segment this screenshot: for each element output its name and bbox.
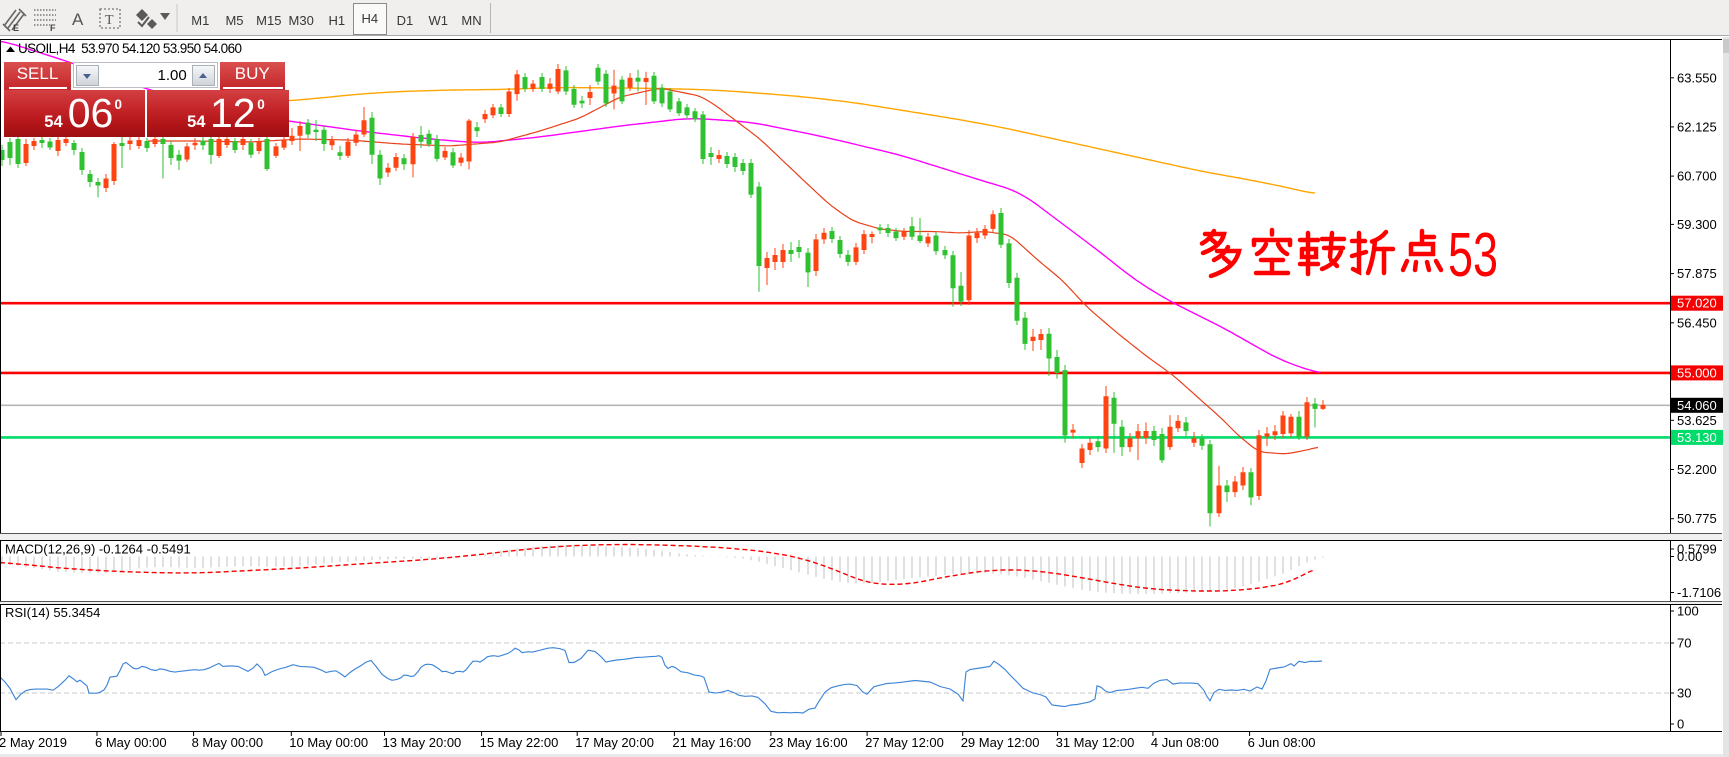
- svg-text:USOIL,H4 53.970 54.120 53.950: USOIL,H4 53.970 54.120 53.950 54.060: [18, 41, 242, 56]
- svg-text:63.550: 63.550: [1677, 70, 1717, 85]
- svg-text:53.625: 53.625: [1677, 413, 1717, 428]
- svg-text:53: 53: [1448, 221, 1498, 290]
- svg-text:6 Jun 08:00: 6 Jun 08:00: [1248, 735, 1316, 750]
- svg-text:55.000: 55.000: [1677, 365, 1717, 380]
- svg-text:-1.7106: -1.7106: [1677, 585, 1721, 600]
- svg-text:100: 100: [1677, 604, 1699, 619]
- svg-text:50.775: 50.775: [1677, 511, 1717, 526]
- svg-text:17 May 20:00: 17 May 20:00: [575, 735, 654, 750]
- svg-text:30: 30: [1677, 686, 1691, 701]
- svg-text:MACD(12,26,9) -0.1264 -0.5491: MACD(12,26,9) -0.1264 -0.5491: [5, 542, 191, 557]
- svg-text:13 May 20:00: 13 May 20:00: [383, 735, 462, 750]
- svg-text:57.020: 57.020: [1677, 296, 1717, 311]
- svg-text:27 May 12:00: 27 May 12:00: [865, 735, 944, 750]
- svg-text:T: T: [105, 13, 114, 28]
- svg-text:10 May 00:00: 10 May 00:00: [289, 735, 368, 750]
- svg-text:0.5799: 0.5799: [1677, 542, 1717, 557]
- svg-text:31 May 12:00: 31 May 12:00: [1056, 735, 1135, 750]
- svg-text:23 May 16:00: 23 May 16:00: [769, 735, 848, 750]
- svg-text:E: E: [13, 23, 19, 33]
- svg-text:21 May 16:00: 21 May 16:00: [672, 735, 751, 750]
- svg-text:57.875: 57.875: [1677, 266, 1717, 281]
- svg-text:15 May 22:00: 15 May 22:00: [480, 735, 559, 750]
- svg-text:54.060: 54.060: [1677, 398, 1717, 413]
- svg-text:70: 70: [1677, 636, 1691, 651]
- svg-text:RSI(14) 55.3454: RSI(14) 55.3454: [5, 605, 100, 620]
- svg-text:0: 0: [1677, 717, 1684, 732]
- svg-text:52.200: 52.200: [1677, 462, 1717, 477]
- svg-text:A: A: [72, 10, 84, 29]
- svg-text:0.00: 0.00: [1677, 549, 1702, 564]
- svg-text:59.300: 59.300: [1677, 217, 1717, 232]
- svg-text:62.125: 62.125: [1677, 119, 1717, 134]
- svg-text:29 May 12:00: 29 May 12:00: [961, 735, 1040, 750]
- svg-text:6 May 00:00: 6 May 00:00: [95, 735, 167, 750]
- svg-text:2 May 2019: 2 May 2019: [0, 735, 67, 750]
- svg-text:56.450: 56.450: [1677, 315, 1717, 330]
- svg-text:8 May 00:00: 8 May 00:00: [192, 735, 264, 750]
- svg-text:4 Jun 08:00: 4 Jun 08:00: [1151, 735, 1219, 750]
- svg-text:F: F: [50, 23, 56, 33]
- svg-text:60.700: 60.700: [1677, 169, 1717, 184]
- svg-text:53.130: 53.130: [1677, 430, 1717, 445]
